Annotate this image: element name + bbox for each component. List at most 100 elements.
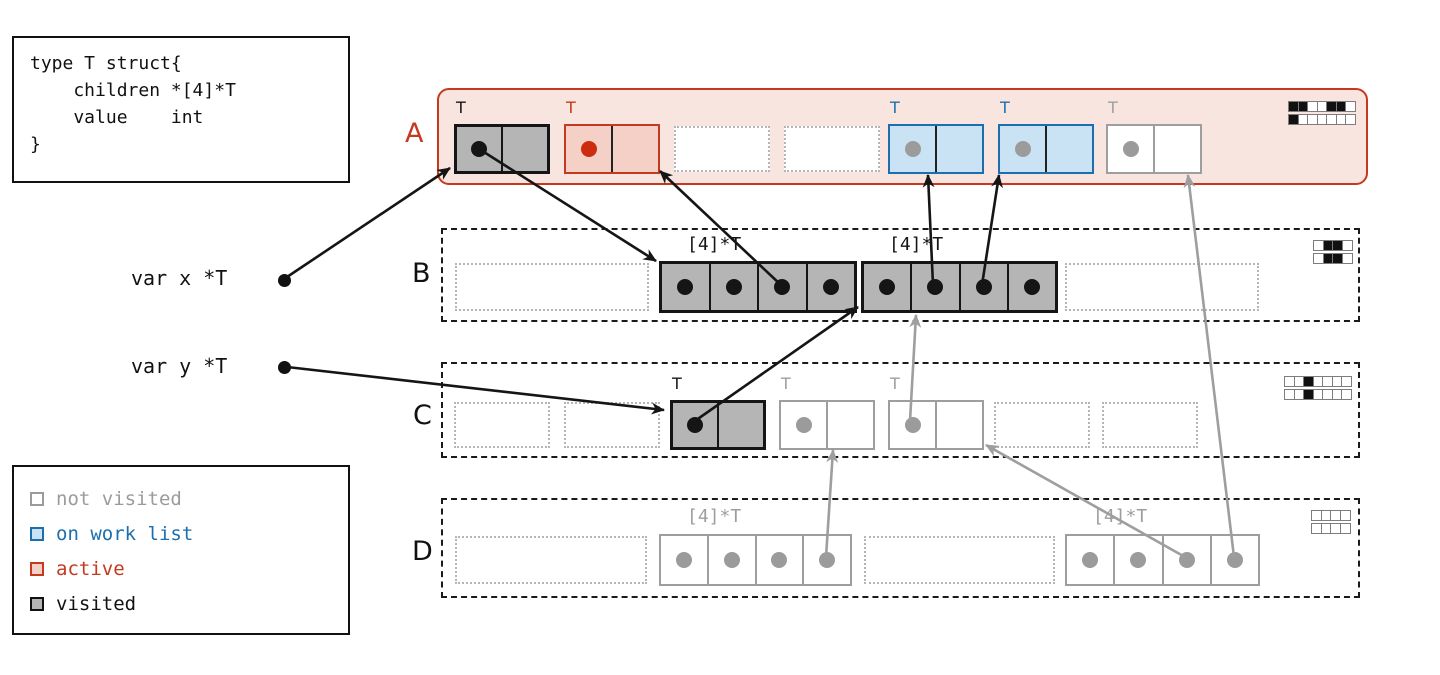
pointer-dot: [774, 279, 791, 295]
legend-item-on-work-list: on work list: [30, 516, 348, 551]
empty-slot: [994, 402, 1090, 448]
empty-slot: [784, 126, 880, 172]
legend-item-visited: visited: [30, 586, 348, 621]
pointer-dot: [677, 279, 694, 295]
pointer-dot: [1178, 552, 1195, 568]
var-y-label: var y *T: [131, 354, 228, 378]
legend-item-not-visited: not visited: [30, 481, 348, 516]
legend-label: active: [56, 557, 125, 580]
array-type-label: [4]*T: [687, 506, 742, 527]
object-field-value: [503, 127, 547, 171]
object-field-value: [613, 126, 658, 172]
bitmap-cell: [1345, 101, 1356, 112]
pointer-dot: [927, 279, 944, 295]
object-type-label: T: [566, 98, 576, 117]
bitmap-row: [1311, 510, 1351, 521]
bitmap-row: [1313, 253, 1353, 264]
empty-slot: [455, 536, 647, 584]
object-field-children: [457, 127, 503, 171]
heap-object-array: [1065, 534, 1260, 586]
pointer-dot: [822, 279, 839, 295]
object-field-children: [1108, 126, 1155, 172]
heap-object-T: [454, 124, 550, 174]
not-visited-swatch-icon: [30, 491, 44, 506]
heap-span-b: [4]*T [4]*T: [441, 228, 1360, 322]
object-type-label: T: [456, 98, 466, 117]
empty-slot: [674, 126, 770, 172]
array-element: [759, 264, 808, 310]
array-element: [912, 264, 961, 310]
bitmap-cell: [1339, 510, 1351, 521]
array-element: [711, 264, 759, 310]
array-type-label: [4]*T: [1093, 506, 1148, 527]
object-field-children: [890, 126, 937, 172]
empty-slot: [864, 536, 1055, 584]
row-label-c: C: [413, 400, 432, 431]
mark-bitmap: [1288, 101, 1356, 127]
heap-object-T: [888, 400, 984, 450]
object-type-label: T: [781, 374, 791, 393]
object-field-children: [566, 126, 613, 172]
pointer-dot: [1130, 552, 1147, 568]
pointer-dot: [904, 417, 921, 433]
heap-object-array: [659, 534, 852, 586]
row-label-b: B: [412, 258, 431, 289]
legend-item-active: active: [30, 551, 348, 586]
row-label-a: A: [405, 118, 424, 149]
mark-bitmap: [1284, 376, 1352, 402]
object-field-value: [937, 402, 982, 448]
object-type-label: T: [890, 374, 900, 393]
array-element: [661, 536, 709, 584]
code-line: type T struct{: [30, 53, 182, 74]
code-line: children *[4]*T: [30, 80, 236, 101]
mark-bitmap: [1313, 240, 1353, 266]
pointer-dot: [771, 552, 788, 568]
empty-slot: [454, 402, 550, 448]
pointer-dot: [1122, 141, 1139, 157]
array-element: [804, 536, 850, 584]
work-list-swatch-icon: [30, 526, 44, 541]
active-swatch-icon: [30, 561, 44, 576]
array-type-label: [4]*T: [889, 234, 944, 255]
array-element: [864, 264, 913, 310]
array-type-label: [4]*T: [687, 234, 742, 255]
var-x-pointer-dot: [278, 274, 291, 287]
type-definition-box: type T struct{ children *[4]*T value int…: [12, 36, 350, 183]
heap-object-T: [564, 124, 660, 174]
code-line: value int: [30, 107, 204, 128]
pointer-dot: [675, 552, 692, 568]
array-element: [1164, 536, 1212, 584]
empty-slot: [564, 402, 660, 448]
bitmap-cell: [1341, 389, 1352, 400]
pointer-dot: [819, 552, 836, 568]
object-field-children: [890, 402, 937, 448]
code-line: }: [30, 134, 41, 155]
bitmap-cell: [1341, 253, 1353, 264]
bitmap-row: [1284, 376, 1352, 387]
bitmap-row: [1288, 101, 1356, 112]
object-field-children: [781, 402, 828, 448]
visited-swatch-icon: [30, 596, 44, 611]
pointer-dot: [580, 141, 597, 157]
legend-label: not visited: [56, 487, 182, 510]
pointer-dot: [687, 417, 703, 433]
empty-slot: [1065, 263, 1259, 311]
pointer-dot: [723, 552, 740, 568]
object-type-label: T: [1108, 98, 1118, 117]
array-element: [709, 536, 757, 584]
bitmap-cell: [1341, 240, 1353, 251]
pointer-dot: [471, 141, 487, 157]
bitmap-cell: [1339, 523, 1351, 534]
heap-object-T: [888, 124, 984, 174]
heap-object-T: [670, 400, 766, 450]
array-element: [1115, 536, 1164, 584]
empty-slot: [455, 263, 649, 311]
array-element: [1067, 536, 1116, 584]
heap-object-T: [1106, 124, 1202, 174]
array-element: [961, 264, 1009, 310]
object-type-label: T: [672, 374, 682, 393]
empty-slot: [1102, 402, 1198, 448]
object-field-value: [1047, 126, 1092, 172]
